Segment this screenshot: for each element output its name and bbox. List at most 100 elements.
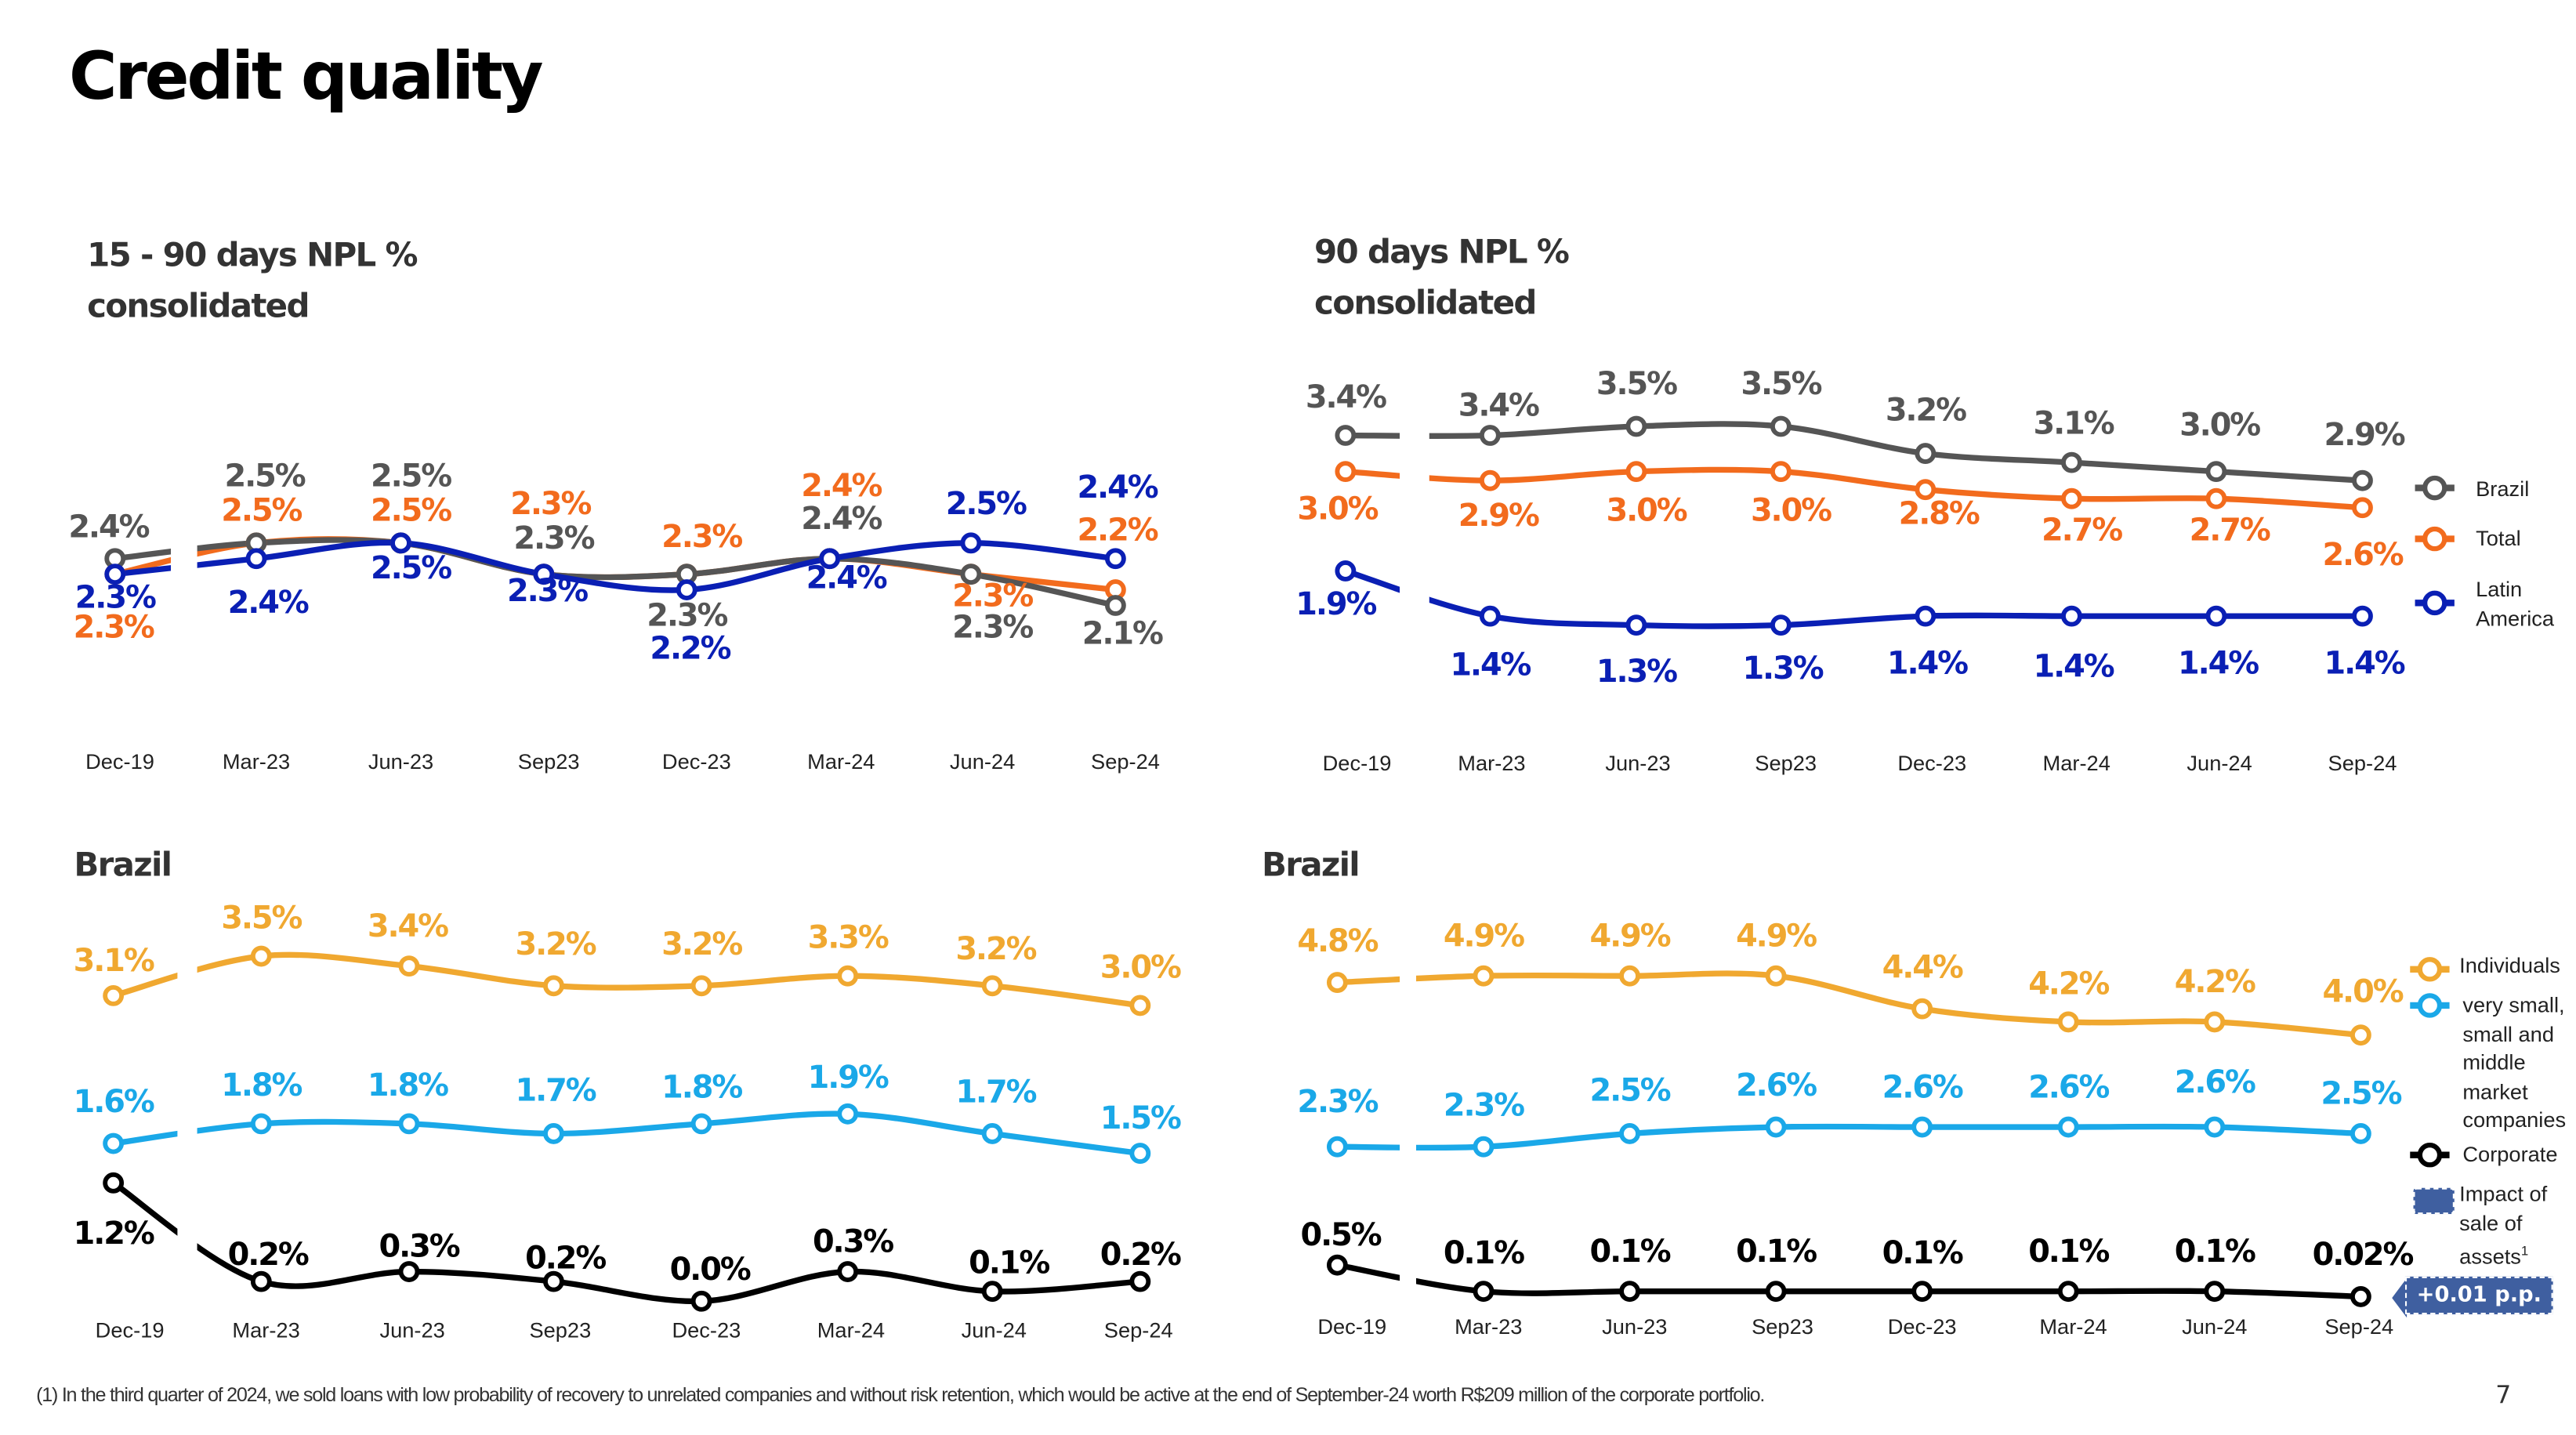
data-point bbox=[1911, 1281, 1933, 1303]
data-point bbox=[250, 1270, 272, 1292]
x-tick-label: Sep-24 bbox=[2328, 751, 2397, 775]
data-label: 1.4% bbox=[2178, 645, 2259, 681]
data-label: 1.4% bbox=[2034, 649, 2114, 685]
chart4-title: Brazil bbox=[1261, 844, 1360, 884]
data-point bbox=[1473, 1281, 1495, 1303]
data-point bbox=[1335, 461, 1357, 483]
series-line bbox=[1342, 567, 2366, 629]
data-point bbox=[2057, 1281, 2079, 1303]
data-label: 1.2% bbox=[74, 1216, 154, 1252]
legend-individuals: Individuals bbox=[2459, 952, 2560, 978]
x-tick-label: Mar-23 bbox=[1458, 751, 1525, 775]
legend-impact-line: sale of bbox=[2459, 1209, 2523, 1235]
data-point bbox=[533, 563, 555, 585]
data-point bbox=[1619, 1281, 1640, 1303]
data-label: 3.3% bbox=[808, 920, 889, 956]
data-point bbox=[1765, 965, 1787, 987]
data-point bbox=[2352, 605, 2373, 627]
x-tick-label: Dec-23 bbox=[1897, 751, 1966, 775]
data-point bbox=[2350, 1285, 2371, 1307]
data-point bbox=[676, 579, 697, 600]
data-label: 2.5% bbox=[371, 550, 451, 586]
data-label: 3.0% bbox=[1297, 491, 1378, 527]
data-point bbox=[2061, 605, 2082, 627]
series-line bbox=[1334, 1123, 2364, 1151]
footnote: (1) In the third quarter of 2024, we sol… bbox=[36, 1383, 1765, 1407]
series-line bbox=[1342, 466, 2366, 511]
data-point bbox=[2057, 1116, 2079, 1138]
data-label: 2.7% bbox=[2042, 513, 2122, 549]
data-label: 3.2% bbox=[661, 926, 742, 962]
chart2-subtitle: consolidated bbox=[1314, 282, 1537, 322]
data-label: 0.1% bbox=[1444, 1235, 1524, 1271]
data-point bbox=[837, 1261, 859, 1282]
axis-break bbox=[1400, 328, 1417, 1347]
data-label: 2.8% bbox=[1899, 496, 1980, 532]
data-label: 1.8% bbox=[368, 1067, 448, 1103]
legend-sme-line: small and bbox=[2462, 1020, 2554, 1046]
data-point bbox=[1770, 614, 1792, 636]
data-point bbox=[1915, 443, 1937, 464]
data-label: 0.1% bbox=[1590, 1234, 1671, 1270]
data-point bbox=[960, 563, 982, 585]
data-label: 0.1% bbox=[2028, 1234, 2109, 1270]
data-label: 0.3% bbox=[379, 1229, 460, 1265]
chart-3: Dec-19 Mar-23 Jun-23 Sep23 Dec-23 Mar-24 Jun-2… bbox=[74, 328, 1183, 1347]
data-point bbox=[1473, 965, 1495, 987]
legend-marker-icon bbox=[2422, 475, 2447, 501]
x-tick-label: Jun-24 bbox=[2182, 1314, 2247, 1339]
data-label: 4.4% bbox=[1882, 949, 1963, 985]
data-point bbox=[543, 1270, 564, 1292]
data-label: 1.7% bbox=[516, 1073, 596, 1109]
data-point bbox=[245, 548, 267, 570]
chart2-title-text: 90 days NPL % bbox=[1314, 231, 1570, 271]
data-point bbox=[2204, 1281, 2226, 1303]
data-label: 2.4% bbox=[806, 560, 887, 596]
data-label: 3.2% bbox=[955, 931, 1036, 967]
data-label: 2.3% bbox=[507, 573, 588, 609]
data-point bbox=[1770, 461, 1792, 483]
series-line bbox=[110, 1111, 1143, 1157]
data-label: 2.2% bbox=[650, 631, 730, 667]
legend-marker-icon bbox=[2417, 957, 2443, 982]
data-point bbox=[543, 1123, 564, 1144]
data-point bbox=[1915, 605, 1937, 627]
data-point bbox=[1770, 415, 1792, 437]
legend-corporate: Corporate bbox=[2462, 1141, 2558, 1167]
data-label: 0.1% bbox=[1882, 1235, 1963, 1271]
x-tick-label: Sep-24 bbox=[1104, 1317, 1173, 1342]
data-point bbox=[1479, 605, 1501, 627]
data-point bbox=[1129, 995, 1151, 1016]
data-point bbox=[837, 1103, 859, 1125]
data-point bbox=[1619, 1123, 1640, 1144]
data-label: 2.9% bbox=[1458, 498, 1539, 534]
data-point bbox=[837, 965, 859, 987]
data-label: 2.2% bbox=[1077, 513, 1158, 549]
data-label: 2.7% bbox=[2190, 513, 2270, 549]
data-label: 1.3% bbox=[1742, 650, 1823, 687]
legend-sme-line: market bbox=[2462, 1078, 2528, 1103]
legend-sme-line: middle bbox=[2462, 1049, 2526, 1074]
data-label: 2.6% bbox=[2028, 1069, 2109, 1105]
legend-total: Total bbox=[2476, 525, 2521, 551]
data-point bbox=[1326, 972, 1348, 994]
data-label: 1.6% bbox=[74, 1084, 154, 1120]
data-point bbox=[1326, 1136, 1348, 1158]
data-label: 1.9% bbox=[1295, 586, 1376, 622]
data-label: 2.5% bbox=[2321, 1076, 2401, 1112]
data-point bbox=[1335, 560, 1357, 582]
data-point bbox=[1129, 1270, 1151, 1292]
series-line bbox=[112, 537, 1119, 609]
data-point bbox=[981, 1281, 1003, 1303]
data-label: 2.3% bbox=[510, 486, 591, 522]
data-label: 2.5% bbox=[946, 486, 1027, 522]
data-label: 1.4% bbox=[1887, 645, 1968, 681]
legend-impact-swatch bbox=[2413, 1187, 2455, 1215]
data-point bbox=[1765, 1281, 1787, 1303]
chart1-subtitle: consolidated bbox=[87, 285, 310, 326]
data-label: 2.3% bbox=[1297, 1084, 1378, 1120]
data-label: 2.3% bbox=[647, 598, 727, 634]
data-label: 1.3% bbox=[1596, 654, 1677, 690]
x-tick-label: Dec-19 bbox=[96, 1317, 165, 1342]
